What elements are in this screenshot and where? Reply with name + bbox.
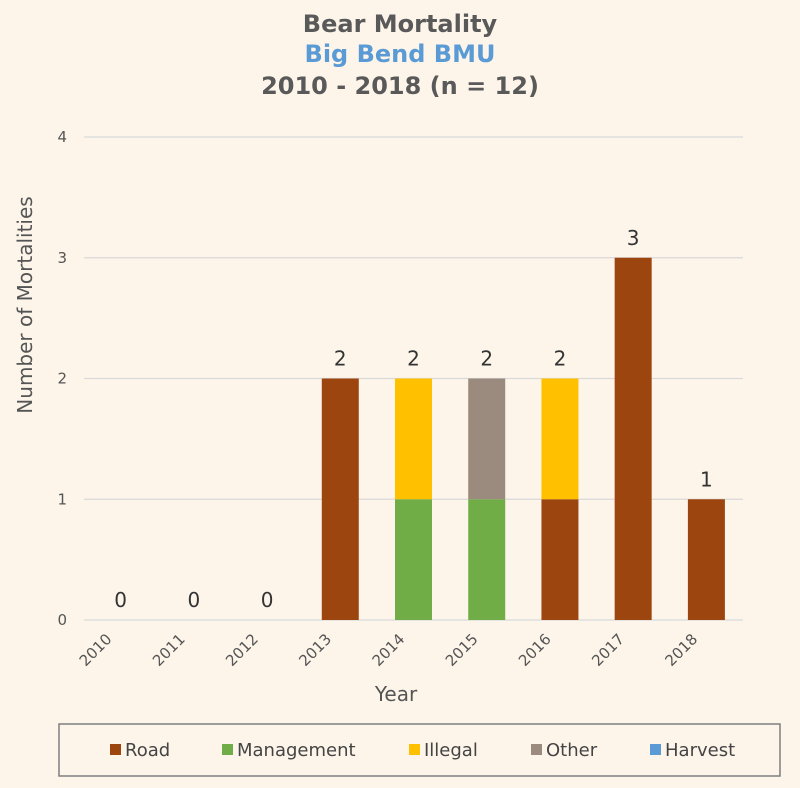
bar-segment-road [687,499,725,620]
x-tick-label: 2013 [295,630,335,670]
legend-label-management: Management [237,740,356,761]
legend-label-other: Other [546,740,598,761]
x-tick-label: 2012 [222,630,262,670]
bar-segment-other [468,378,506,500]
legend-swatch-other [531,744,542,755]
legend-box [58,723,781,777]
legend-swatch-road [110,744,121,755]
x-tick-label: 2014 [369,630,409,670]
x-tick-label: 2017 [588,630,628,670]
x-tick-label: 2010 [76,630,116,670]
legend-swatch-management [222,744,233,755]
data-label: 2 [554,347,567,371]
y-tick-label: 2 [57,370,67,388]
y-tick-label: 3 [57,249,67,267]
chart-subtitle: Big Bend BMU [305,40,496,68]
legend-swatch-harvest [650,744,661,755]
bar-segment-road [614,257,652,620]
data-label: 0 [114,588,127,612]
x-tick-label: 2018 [661,630,701,670]
legend-swatch-illegal [409,744,420,755]
data-labels: 0 0 0 2 2 2 2 3 1 [114,226,713,612]
bar-segment-road [321,378,359,620]
x-axis-ticks: 2010 2011 2012 2013 2014 2015 2016 2017 2018 [76,630,702,670]
y-tick-label: 0 [57,611,67,629]
x-tick-label: 2011 [149,630,189,670]
x-tick-label: 2015 [442,630,482,670]
x-tick-label: 2016 [515,630,555,670]
bars [321,257,725,620]
y-tick-label: 4 [57,128,67,146]
data-label: 0 [187,588,200,612]
y-axis-ticks: 0 1 2 3 4 [57,128,67,629]
bar-segment-illegal [541,378,579,500]
data-label: 0 [261,588,274,612]
data-label: 2 [334,347,347,371]
y-tick-label: 1 [57,490,67,508]
chart-title-range: 2010 - 2018 (n = 12) [261,72,539,100]
y-axis-title: Number of Mortalities [13,196,37,413]
bar-segment-illegal [395,378,432,500]
legend-label-harvest: Harvest [665,740,735,761]
data-label: 2 [407,347,420,371]
data-label: 2 [480,347,493,371]
data-label: 1 [700,467,713,491]
chart-title: Bear Mortality [303,10,498,38]
legend: Road Management Illegal Other Harvest [110,740,735,761]
bar-segment-management [468,499,506,620]
x-axis-title: Year [374,682,418,706]
data-label: 3 [627,226,640,250]
bar-segment-road [541,499,579,620]
bar-segment-management [395,499,432,620]
legend-label-road: Road [125,740,170,761]
legend-label-illegal: Illegal [424,740,478,761]
